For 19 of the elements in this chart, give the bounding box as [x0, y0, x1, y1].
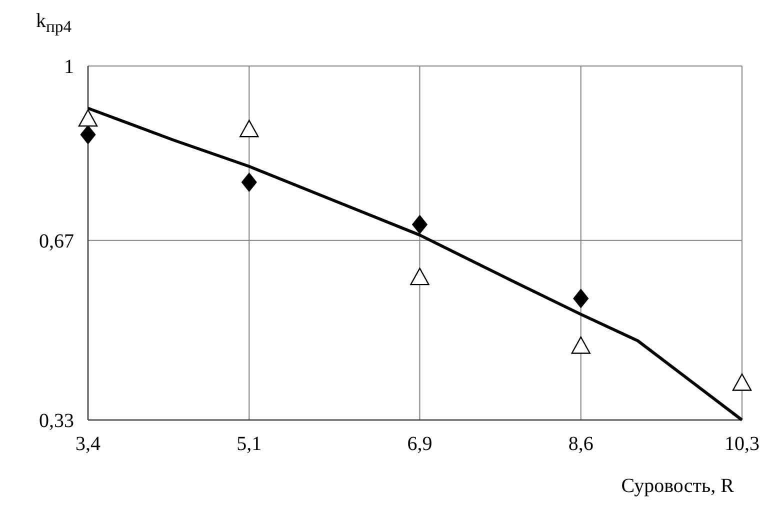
point [78, 109, 98, 127]
y-tick-label: 1 [64, 56, 74, 78]
x-tick-label: 3,4 [76, 433, 100, 456]
x-tick-label: 6,9 [407, 433, 432, 456]
y-tick-label: 0,33 [39, 410, 74, 432]
y-tick-label: 0,67 [39, 230, 74, 252]
x-tick-label: 8,6 [568, 433, 594, 456]
x-tick-label: 5,1 [236, 433, 262, 456]
x-axis-title: Суровость, R [621, 475, 735, 497]
point [571, 336, 590, 354]
point [412, 215, 428, 234]
point [241, 172, 257, 192]
point [80, 125, 96, 144]
y-axis-title: k$_{пр4}$ [36, 10, 72, 37]
point [573, 288, 589, 308]
x-tick-label: 10,3 [724, 433, 760, 456]
point [732, 373, 752, 391]
point [240, 120, 259, 138]
point [410, 268, 430, 286]
